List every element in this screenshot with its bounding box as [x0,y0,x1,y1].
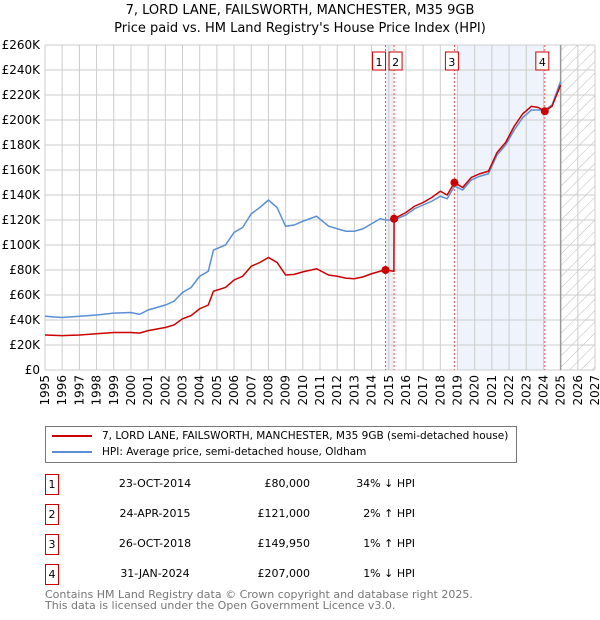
x-tick-label: 2017 [416,375,430,406]
sale-price: £80,000 [264,477,311,490]
x-tick-label: 2011 [313,375,327,406]
sale-band [385,45,395,370]
legend-hpi-label: HPI: Average price, semi-detached house,… [102,446,367,458]
x-tick-label: 2027 [588,375,600,406]
legend-blue-line [52,451,92,453]
sale-row: 1 23-OCT-2014 £80,000 34% ↓ HPI [45,474,425,495]
y-tick-label: £80K [9,263,41,277]
sale-point [381,266,390,274]
x-tick-label: 2005 [210,375,224,406]
x-tick-label: 2009 [279,375,293,406]
sale-point [390,214,399,223]
x-tick-label: 2020 [468,375,482,406]
sale-row: 4 31-JAN-2024 £207,000 1% ↓ HPI [45,564,425,585]
sale-label-box [388,51,403,71]
sale-number: 2 [45,504,59,525]
footer-line-2: This data is licensed under the Open Gov… [45,599,396,612]
x-tick-label: 2014 [365,375,379,406]
x-tick-label: 2016 [399,375,413,406]
sale-point [540,107,549,116]
y-tick-label: £220K [2,88,42,102]
y-tick-label: £0 [25,363,40,377]
x-tick-label: 2013 [347,375,361,406]
sale-date: 26-OCT-2018 [118,537,192,550]
shaded-region [457,45,545,370]
chart-subtitle: Price paid vs. HM Land Registry's House … [114,21,486,36]
y-tick-label: £120K [2,213,42,227]
footer-line-1: Contains HM Land Registry data © Crown c… [45,588,473,601]
x-tick-label: 2026 [571,375,585,406]
x-tick-label: 2003 [176,375,190,406]
sale-label-box [371,51,386,71]
sale-price: £149,950 [257,537,311,550]
x-tick-label: 2010 [296,375,310,406]
sale-label: 3 [448,56,455,69]
sale-hpi-diff: 1% ↓ HPI [363,567,415,580]
x-tick-label: 2024 [536,375,550,406]
x-tick-label: 2015 [382,375,396,406]
x-tick-label: 2018 [433,375,447,406]
sale-label: 4 [539,56,546,69]
sale-label-box [444,51,459,71]
sale-date: 31-JAN-2024 [120,567,190,580]
chart-title: 7, LORD LANE, FAILSWORTH, MANCHESTER, M3… [125,3,475,18]
x-tick-label: 2021 [485,375,499,406]
sale-label: 1 [375,56,382,69]
y-tick-label: £20K [9,338,41,352]
sale-row: 3 26-OCT-2018 £149,950 1% ↑ HPI [45,534,425,555]
property-price-line [44,84,562,337]
y-tick-label: £140K [2,188,42,202]
x-tick-label: 2007 [244,375,258,406]
sale-number: 1 [45,474,59,495]
x-tick-label: 1996 [55,375,69,406]
x-tick-label: 2002 [158,375,172,406]
sale-hpi-diff: 34% ↓ HPI [356,477,415,490]
sale-hpi-diff: 2% ↑ HPI [363,507,415,520]
x-tick-label: 1995 [38,375,52,406]
x-tick-label: 2025 [554,375,568,406]
x-tick-label: 2001 [141,375,155,406]
y-tick-label: £60K [9,288,41,302]
footer: Contains HM Land Registry data © Crown c… [45,589,473,611]
sale-date: 24-APR-2015 [119,507,191,520]
x-tick-label: 2006 [227,375,241,406]
sale-number: 4 [45,564,59,585]
x-tick-label: 2012 [330,375,344,406]
sale-number: 3 [45,534,59,555]
sale-price: £207,000 [257,567,311,580]
legend-property-label: 7, LORD LANE, FAILSWORTH, MANCHESTER, M3… [102,430,509,442]
x-tick-label: 1997 [72,375,86,406]
sale-point [450,178,459,187]
x-tick-label: 2004 [193,375,207,406]
sale-label-box [535,51,550,71]
chart-legend: 7, LORD LANE, FAILSWORTH, MANCHESTER, M3… [45,426,517,463]
y-tick-label: £260K [2,38,42,52]
legend-red-line [52,435,92,437]
x-tick-label: 1999 [107,375,121,406]
y-tick-label: £200K [2,113,42,127]
price-chart: £0 £20K £40K £60K £80K £100K £120K £140K £160K £1… [2,38,600,406]
y-tick-label: £160K [2,163,42,177]
sale-label: 2 [392,56,399,69]
y-tick-label: £40K [9,313,41,327]
hpi-line [44,80,562,319]
y-tick-label: £240K [2,63,42,77]
sale-price: £121,000 [257,507,311,520]
x-tick-label: 2019 [451,375,465,406]
x-tick-label: 2022 [502,375,516,406]
sale-hpi-diff: 1% ↑ HPI [363,537,415,550]
x-tick-label: 1998 [90,375,104,406]
sale-row: 2 24-APR-2015 £121,000 2% ↑ HPI [45,504,425,525]
x-tick-label: 2023 [519,375,533,406]
sale-date: 23-OCT-2014 [118,477,192,490]
y-tick-label: £180K [2,138,42,152]
y-tick-label: £100K [2,238,42,252]
x-tick-label: 2000 [124,375,138,406]
x-tick-label: 2008 [261,375,275,406]
